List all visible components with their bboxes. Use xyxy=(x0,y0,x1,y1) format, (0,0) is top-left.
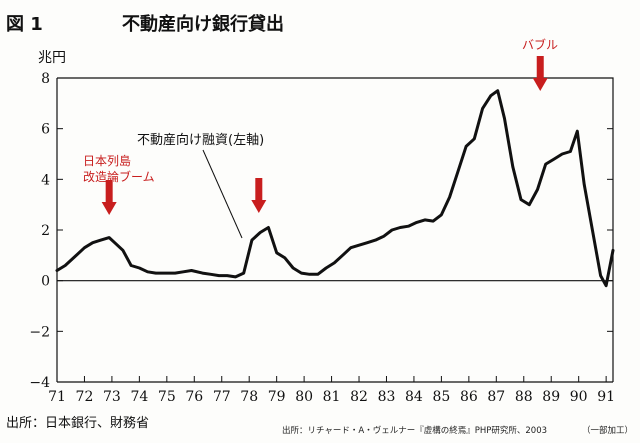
down-arrow-icon xyxy=(251,178,267,213)
x-tick-label: 88 xyxy=(515,389,533,405)
x-tick-label: 89 xyxy=(542,389,560,405)
x-tick-label: 75 xyxy=(158,389,176,405)
source-note: （一部加工） xyxy=(582,425,633,436)
x-tick-label: 77 xyxy=(213,389,231,405)
y-tick-label: 2 xyxy=(41,223,50,239)
x-tick-label: 84 xyxy=(405,389,423,405)
figure-number: 図 1 xyxy=(6,14,43,35)
series-line-real-estate-lending xyxy=(55,89,615,288)
x-tick-label: 80 xyxy=(295,389,313,405)
y-tick-label: 8 xyxy=(41,71,50,87)
x-tick-label: 79 xyxy=(268,389,286,405)
x-tick-label: 81 xyxy=(323,389,341,405)
source-left: 出所：日本銀行、財務省 xyxy=(6,416,149,431)
y-tick-label: 4 xyxy=(41,172,50,188)
x-tick-label: 86 xyxy=(460,389,478,405)
x-tick-label: 82 xyxy=(350,389,368,405)
y-tick-label: 6 xyxy=(41,122,50,138)
annotation-boom-line2: 改造論ブーム xyxy=(83,169,155,184)
y-axis-unit-label: 兆円 xyxy=(38,50,66,66)
x-tick-label: 76 xyxy=(185,389,203,405)
x-tick-label: 83 xyxy=(378,389,396,405)
down-arrow-icon xyxy=(532,56,548,91)
arrows-group xyxy=(101,56,548,215)
y-tick-label: 0 xyxy=(41,274,50,290)
y-axis-ticks: 8 6 4 2 0 −2 −4 xyxy=(29,71,613,391)
source-right: 出所：リチャード・A・ヴェルナー『虚構の終焉』PHP研究所、2003 xyxy=(282,425,547,436)
x-axis-ticks: 71 72 73 74 75 76 77 78 79 80 81 82 83 84 85 86 87 88 89 90… xyxy=(48,376,615,405)
annotation-series-label: 不動産向け融資(左軸) xyxy=(137,132,264,148)
x-tick-label: 85 xyxy=(432,389,450,405)
y-tick-label: −4 xyxy=(29,375,50,391)
x-tick-label: 87 xyxy=(487,389,505,405)
plot-frame xyxy=(57,77,614,382)
y-tick-label: −2 xyxy=(29,324,50,340)
x-tick-label: 74 xyxy=(130,389,148,405)
x-tick-label: 91 xyxy=(597,389,615,405)
annotation-pointer-line xyxy=(202,149,243,239)
down-arrow-icon xyxy=(101,180,117,215)
x-tick-label: 73 xyxy=(103,389,121,405)
annotation-boom-line1: 日本列島 xyxy=(83,153,131,168)
x-tick-label: 72 xyxy=(76,389,94,405)
x-tick-label: 71 xyxy=(48,389,66,405)
x-tick-label: 78 xyxy=(240,389,258,405)
figure-title: 不動産向け銀行貸出 xyxy=(122,13,284,35)
annotation-bubble: バブル xyxy=(522,37,558,52)
x-tick-label: 90 xyxy=(570,389,588,405)
